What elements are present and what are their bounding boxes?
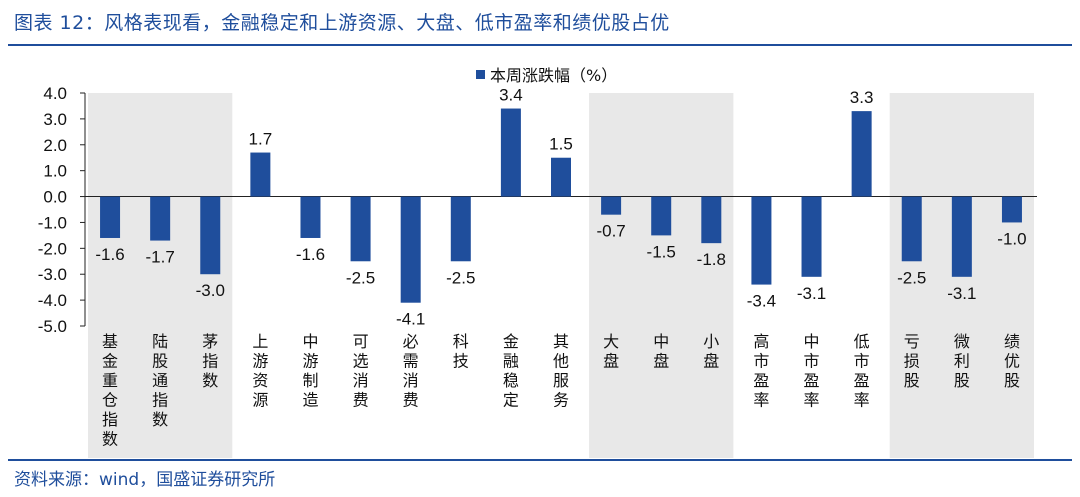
category-label: 上游资源 <box>252 332 268 410</box>
data-label: -3.1 <box>797 284 826 303</box>
y-tick-label: 4.0 <box>43 84 67 103</box>
category-label: 基金重仓指数 <box>102 332 118 449</box>
category-label: 科技 <box>453 332 469 371</box>
category-label: 微利股 <box>954 332 970 390</box>
bar <box>450 196 471 262</box>
y-tick-label: 0.0 <box>43 188 67 207</box>
data-label: -1.6 <box>296 245 325 264</box>
data-label: -4.1 <box>396 310 425 329</box>
bar <box>551 157 571 197</box>
data-label: -0.7 <box>596 222 625 241</box>
y-tick-label: 1.0 <box>43 162 67 181</box>
y-tick-label: -5.0 <box>38 317 67 336</box>
data-label: 1.7 <box>249 130 273 149</box>
figure-title: 图表 12：风格表现看，金融稳定和上游资源、大盘、低市盈率和绩优股占优 <box>14 12 670 34</box>
y-tick-label: -2.0 <box>38 239 67 258</box>
legend-label: 本周涨跌幅（%） <box>490 66 617 85</box>
data-label: -2.5 <box>897 268 926 287</box>
category-label: 茅指数 <box>202 332 218 390</box>
bar <box>300 196 321 238</box>
bar <box>400 196 421 303</box>
data-label: -2.5 <box>446 268 475 287</box>
y-tick-label: -1.0 <box>38 213 67 232</box>
data-label: -1.6 <box>95 245 124 264</box>
y-tick-label: 2.0 <box>43 136 67 155</box>
category-label: 大盘 <box>603 332 619 371</box>
category-label: 低市盈率 <box>854 332 870 410</box>
category-label: 中盘 <box>653 332 669 371</box>
category-label: 必需消费 <box>403 332 419 410</box>
category-label: 陆股通指数 <box>152 332 168 429</box>
category-label: 亏损股 <box>904 332 920 390</box>
y-tick-label: 3.0 <box>43 110 67 129</box>
bar <box>500 108 521 197</box>
shaded-group-0 <box>88 93 233 458</box>
bar <box>751 196 772 285</box>
data-label: 3.3 <box>850 88 874 107</box>
title-rule <box>8 44 1072 46</box>
footer-rule <box>8 459 1072 461</box>
bar <box>250 152 271 197</box>
bar <box>1001 196 1022 223</box>
source-note: 资料来源：wind，国盛证券研究所 <box>14 470 276 490</box>
data-label: -2.5 <box>346 268 375 287</box>
bar <box>100 196 121 238</box>
data-label: -3.4 <box>747 292 776 311</box>
data-label: -1.0 <box>997 229 1026 248</box>
bar <box>200 196 221 275</box>
y-tick-label: -4.0 <box>38 291 67 310</box>
data-label: -3.1 <box>947 284 976 303</box>
category-label: 中游制造 <box>302 332 318 410</box>
category-label: 中市盈率 <box>804 332 820 410</box>
bar <box>350 196 371 262</box>
y-tick-label: -3.0 <box>38 265 67 284</box>
bar <box>951 196 972 277</box>
category-label: 绩优股 <box>1004 332 1020 390</box>
data-label: 1.5 <box>549 135 573 154</box>
bar <box>801 196 822 277</box>
data-label: -3.0 <box>196 281 225 300</box>
legend-swatch <box>476 70 485 79</box>
shaded-group-1 <box>589 93 734 458</box>
category-label: 高市盈率 <box>753 332 769 410</box>
bar <box>851 111 872 197</box>
bar <box>901 196 922 262</box>
data-label: 3.4 <box>499 86 523 105</box>
category-label: 可选消费 <box>353 332 369 410</box>
category-label: 其他服务 <box>553 332 569 410</box>
category-label: 小盘 <box>703 332 719 371</box>
data-label: -1.7 <box>146 248 175 267</box>
bar <box>150 196 171 241</box>
bar <box>701 196 722 244</box>
bar <box>651 196 672 236</box>
data-label: -1.8 <box>697 250 726 269</box>
bar <box>601 196 622 215</box>
data-label: -1.5 <box>647 242 676 261</box>
category-label: 金融稳定 <box>503 332 519 410</box>
